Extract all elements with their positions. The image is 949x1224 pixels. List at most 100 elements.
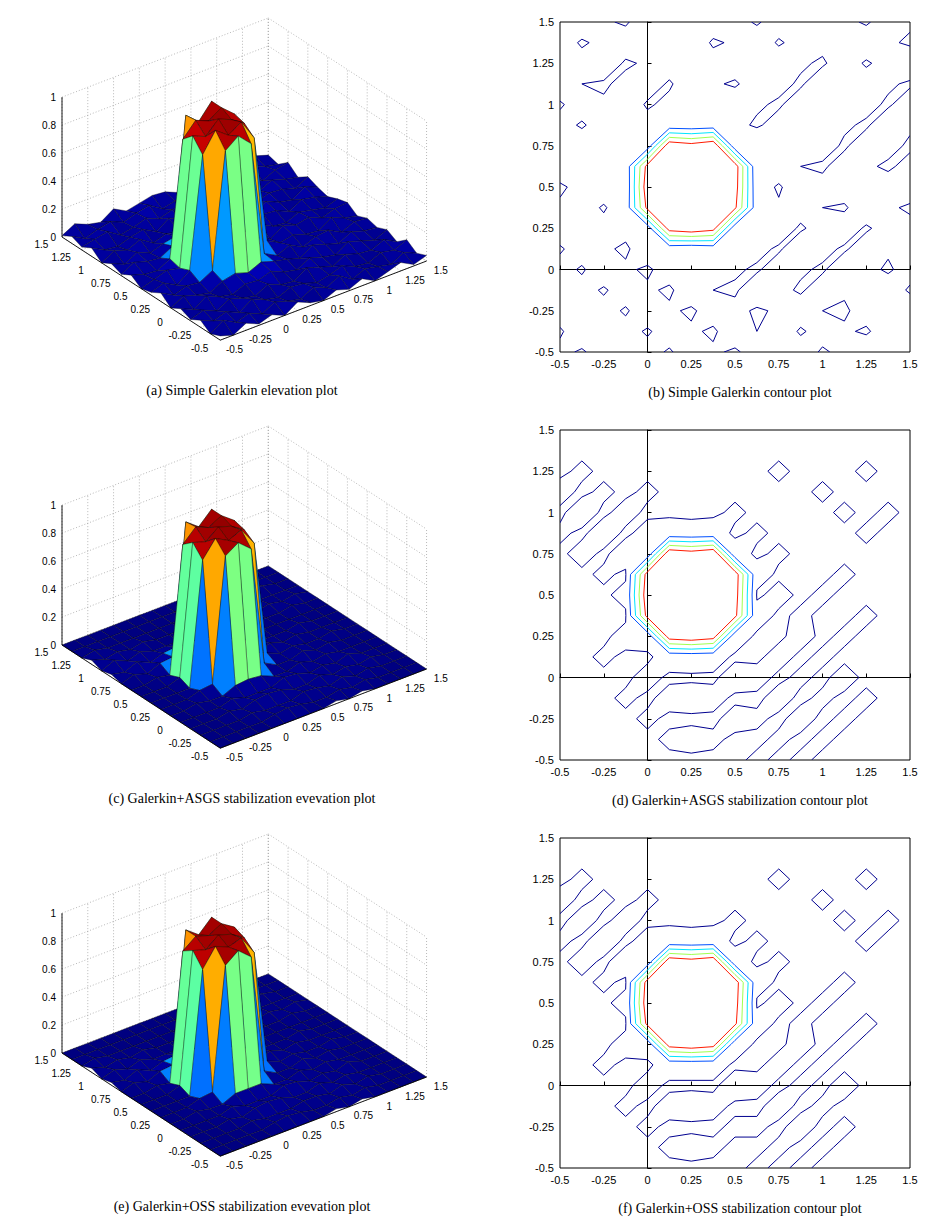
- svg-text:0.5: 0.5: [539, 997, 554, 1009]
- svg-text:-0.5: -0.5: [191, 751, 209, 762]
- svg-text:0.25: 0.25: [302, 314, 322, 325]
- svg-text:-0.5: -0.5: [226, 752, 244, 763]
- svg-text:1: 1: [819, 358, 825, 370]
- svg-text:0.25: 0.25: [533, 630, 554, 642]
- svg-text:0.5: 0.5: [539, 589, 554, 601]
- svg-text:0.5: 0.5: [727, 358, 742, 370]
- svg-text:(c) Galerkin+ASGS stabilizatio: (c) Galerkin+ASGS stabilization evevatio…: [109, 791, 376, 807]
- svg-text:0.75: 0.75: [768, 766, 789, 778]
- svg-text:(e) Galerkin+OSS stabilization: (e) Galerkin+OSS stabilization evevation…: [114, 1199, 371, 1215]
- svg-text:1.5: 1.5: [34, 239, 48, 250]
- svg-text:0.8: 0.8: [42, 528, 56, 539]
- svg-text:1.25: 1.25: [533, 873, 554, 885]
- svg-text:0.5: 0.5: [727, 766, 742, 778]
- svg-text:-0.5: -0.5: [191, 1159, 209, 1170]
- svg-text:1: 1: [819, 1174, 825, 1186]
- svg-text:0.4: 0.4: [42, 584, 56, 595]
- svg-text:1.25: 1.25: [533, 57, 554, 69]
- svg-text:1: 1: [548, 99, 554, 111]
- svg-text:-0.25: -0.25: [591, 766, 616, 778]
- svg-text:0: 0: [644, 766, 650, 778]
- svg-text:0.5: 0.5: [114, 1107, 128, 1118]
- svg-text:-0.25: -0.25: [529, 305, 554, 317]
- svg-text:0.25: 0.25: [681, 358, 702, 370]
- svg-text:0.2: 0.2: [42, 1020, 56, 1031]
- svg-text:1: 1: [50, 92, 56, 103]
- svg-text:0.5: 0.5: [331, 1120, 345, 1131]
- svg-text:1: 1: [819, 766, 825, 778]
- svg-text:0.25: 0.25: [131, 304, 151, 315]
- svg-text:1.5: 1.5: [434, 673, 448, 684]
- svg-text:0.6: 0.6: [42, 148, 56, 159]
- svg-text:0: 0: [644, 1174, 650, 1186]
- svg-text:0.75: 0.75: [768, 1174, 789, 1186]
- svg-text:(f) Galerkin+OSS stabilization: (f) Galerkin+OSS stabilization contour p…: [618, 1201, 862, 1217]
- svg-text:0.8: 0.8: [42, 120, 56, 131]
- svg-text:1.5: 1.5: [539, 424, 554, 436]
- svg-text:1: 1: [548, 507, 554, 519]
- svg-text:0: 0: [283, 1140, 289, 1151]
- svg-text:0.75: 0.75: [354, 294, 374, 305]
- svg-text:(d) Galerkin+ASGS stabilizatio: (d) Galerkin+ASGS stabilization contour …: [612, 793, 868, 809]
- svg-text:1: 1: [50, 908, 56, 919]
- svg-text:(b) Simple Galerkin contour pl: (b) Simple Galerkin contour plot: [648, 385, 832, 401]
- svg-text:1.25: 1.25: [856, 766, 877, 778]
- svg-text:0: 0: [157, 725, 163, 736]
- svg-text:0.5: 0.5: [331, 712, 345, 723]
- svg-text:0.75: 0.75: [533, 140, 554, 152]
- svg-text:-0.5: -0.5: [226, 1160, 244, 1171]
- svg-text:-0.25: -0.25: [529, 1121, 554, 1133]
- svg-text:0.25: 0.25: [302, 1130, 322, 1141]
- svg-text:0: 0: [548, 672, 554, 684]
- svg-text:1.25: 1.25: [405, 1091, 425, 1102]
- svg-text:1: 1: [78, 265, 84, 276]
- svg-text:-0.25: -0.25: [249, 1150, 272, 1161]
- svg-text:-0.5: -0.5: [226, 344, 244, 355]
- svg-text:0.25: 0.25: [681, 766, 702, 778]
- svg-text:1.5: 1.5: [539, 832, 554, 844]
- svg-text:1: 1: [386, 693, 392, 704]
- svg-text:1: 1: [50, 500, 56, 511]
- svg-text:0.75: 0.75: [533, 548, 554, 560]
- svg-text:-0.5: -0.5: [535, 1162, 554, 1174]
- svg-text:-0.5: -0.5: [551, 358, 570, 370]
- svg-text:-0.25: -0.25: [249, 742, 272, 753]
- svg-text:0.4: 0.4: [42, 176, 56, 187]
- svg-text:1.25: 1.25: [856, 1174, 877, 1186]
- svg-text:0.75: 0.75: [354, 1110, 374, 1121]
- svg-text:1: 1: [386, 285, 392, 296]
- svg-text:1.5: 1.5: [902, 358, 917, 370]
- svg-text:0.75: 0.75: [768, 358, 789, 370]
- svg-text:1: 1: [78, 673, 84, 684]
- svg-text:-0.25: -0.25: [591, 358, 616, 370]
- svg-text:0.25: 0.25: [131, 712, 151, 723]
- svg-text:0.2: 0.2: [42, 612, 56, 623]
- svg-text:-0.5: -0.5: [535, 346, 554, 358]
- svg-text:0.75: 0.75: [91, 278, 111, 289]
- svg-text:-0.5: -0.5: [551, 766, 570, 778]
- svg-text:1.5: 1.5: [902, 1174, 917, 1186]
- svg-text:0: 0: [644, 358, 650, 370]
- svg-text:(a) Simple Galerkin elevation: (a) Simple Galerkin elevation plot: [146, 383, 337, 399]
- svg-text:0.5: 0.5: [539, 181, 554, 193]
- svg-text:0.75: 0.75: [533, 956, 554, 968]
- svg-text:0: 0: [157, 317, 163, 328]
- svg-text:1.5: 1.5: [34, 647, 48, 658]
- svg-text:0.5: 0.5: [727, 1174, 742, 1186]
- svg-text:0: 0: [548, 1080, 554, 1092]
- svg-text:1: 1: [386, 1101, 392, 1112]
- svg-text:0.25: 0.25: [302, 722, 322, 733]
- svg-text:1.25: 1.25: [51, 1068, 71, 1079]
- svg-text:0.75: 0.75: [91, 686, 111, 697]
- svg-text:1.25: 1.25: [51, 660, 71, 671]
- svg-text:1: 1: [548, 915, 554, 927]
- svg-text:0: 0: [283, 324, 289, 335]
- svg-text:1.5: 1.5: [434, 1081, 448, 1092]
- svg-text:0.25: 0.25: [533, 1038, 554, 1050]
- svg-text:-0.5: -0.5: [535, 754, 554, 766]
- svg-text:0: 0: [283, 732, 289, 743]
- svg-text:1: 1: [78, 1081, 84, 1092]
- svg-text:1.5: 1.5: [34, 1055, 48, 1066]
- svg-text:1.5: 1.5: [902, 766, 917, 778]
- svg-text:0.25: 0.25: [681, 1174, 702, 1186]
